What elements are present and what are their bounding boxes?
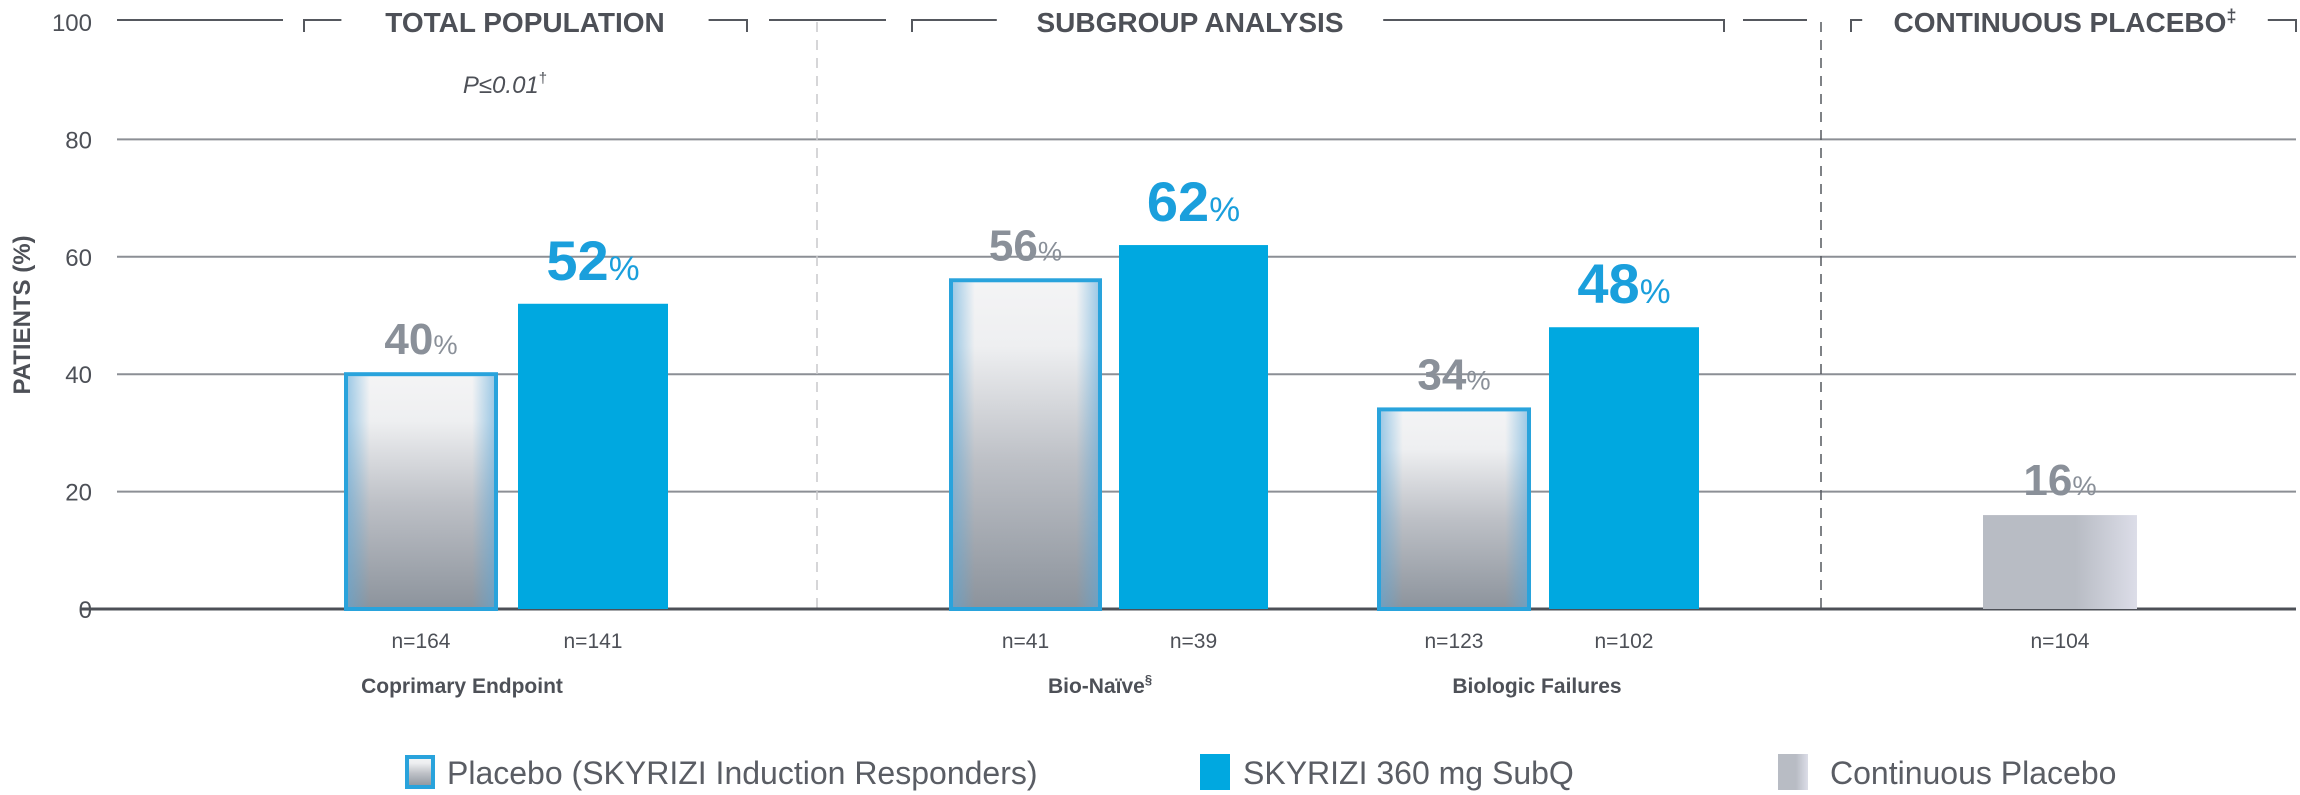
category-label-text: Coprimary Endpoint	[361, 675, 563, 698]
bar-value-label: 16%	[2023, 456, 2096, 505]
bar-value-number: 48	[1577, 252, 1639, 315]
bar-placebo-glow	[348, 376, 494, 607]
legend-swatch-continuous-placebo	[1778, 754, 1808, 790]
sample-size-label: n=102	[1595, 630, 1654, 653]
category-label-text: Bio-Naïve	[1048, 675, 1145, 698]
y-tick-label: 60	[65, 245, 92, 272]
section-bracket	[303, 19, 748, 32]
y-tick-label: 40	[65, 362, 92, 389]
bar-value-number: 34	[1417, 350, 1466, 399]
percent-sign: %	[1038, 235, 1062, 266]
p-value-text: P≤0.01	[463, 72, 539, 99]
bar-value-number: 62	[1147, 170, 1209, 233]
bar-skyrizi	[1549, 327, 1699, 609]
y-tick-label: 80	[65, 127, 92, 154]
section-bracket	[911, 19, 1725, 32]
percent-sign: %	[1466, 364, 1490, 395]
bar-skyrizi	[1119, 245, 1268, 609]
category-label: Bio-Naïve§	[1048, 672, 1152, 698]
footnote-mark: ‡	[2226, 6, 2236, 26]
section-header: CONTINUOUS PLACEBO‡	[1894, 6, 2237, 38]
bar-value-number: 52	[546, 229, 608, 292]
sample-size-label: n=164	[392, 630, 451, 653]
footnote-mark: §	[1145, 672, 1152, 687]
bar-placebo-glow	[953, 282, 1098, 607]
bar-value-label: 62%	[1147, 170, 1240, 233]
y-tick-label: 100	[52, 10, 92, 37]
percent-sign: %	[1209, 191, 1240, 229]
bar-placebo-glow	[1381, 411, 1527, 607]
legend-swatch-skyrizi	[1200, 754, 1230, 790]
y-axis-label: PATIENTS (%)	[9, 235, 36, 394]
bar-value-label: 56%	[989, 221, 1062, 270]
sample-size-label: n=39	[1170, 630, 1217, 653]
bar-value-label: 48%	[1577, 252, 1670, 315]
percent-sign: %	[609, 250, 640, 288]
bar-skyrizi	[518, 303, 668, 609]
category-label: Coprimary Endpoint	[361, 675, 563, 698]
legend-label: Placebo (SKYRIZI Induction Responders)	[447, 755, 1038, 791]
section-header: SUBGROUP ANALYSIS	[1036, 7, 1343, 38]
bar-continuous-placebo	[1983, 515, 2137, 609]
bar-value-number: 16	[2023, 456, 2072, 505]
percent-sign: %	[1640, 273, 1671, 311]
sample-size-label: n=104	[2031, 630, 2090, 653]
bar-value-number: 56	[989, 221, 1038, 270]
bar-value-label: 34%	[1417, 350, 1490, 399]
sample-size-label: n=123	[1425, 630, 1484, 653]
section-header: TOTAL POPULATION	[385, 7, 664, 38]
y-tick-label: 20	[65, 480, 92, 507]
legend-swatch-placebo	[405, 755, 435, 789]
percent-sign: %	[433, 329, 457, 360]
sample-size-label: n=41	[1002, 630, 1049, 653]
section-bracket	[1850, 19, 2297, 32]
bar-value-label: 40%	[384, 315, 457, 364]
bar-value-label: 52%	[546, 229, 639, 292]
percent-sign: %	[2072, 470, 2096, 501]
sample-size-label: n=141	[564, 630, 623, 653]
bar-value-number: 40	[384, 315, 433, 364]
legend-label: SKYRIZI 360 mg SubQ	[1243, 755, 1574, 791]
category-label-text: Biologic Failures	[1452, 675, 1621, 698]
legend-label: Continuous Placebo	[1830, 755, 2116, 791]
category-label: Biologic Failures	[1452, 675, 1621, 698]
p-value-annotation: P≤0.01†	[463, 70, 547, 99]
footnote-mark: †	[539, 70, 547, 87]
